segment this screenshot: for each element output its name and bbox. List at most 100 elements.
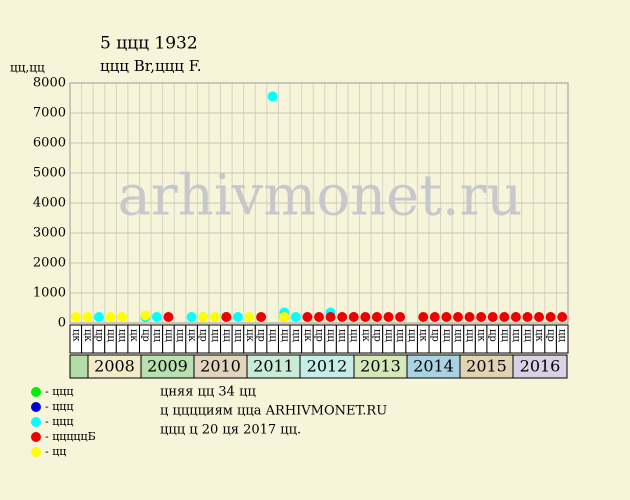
data-point [70, 312, 81, 322]
x-tick-label: цк [82, 329, 93, 342]
data-point [198, 312, 209, 322]
data-point [279, 312, 290, 322]
y-tick-label: 1000 [33, 286, 66, 301]
data-point [371, 312, 382, 322]
year-label: 2009 [147, 357, 188, 376]
x-tick-label: цк [302, 329, 313, 342]
data-point [117, 312, 128, 322]
data-point [429, 312, 440, 322]
year-label: 2010 [200, 357, 241, 376]
x-tick-label: цц [151, 329, 162, 342]
data-point [82, 312, 93, 322]
data-point [395, 312, 406, 322]
y-tick-label: 3000 [33, 226, 66, 241]
year-label: 2015 [466, 357, 507, 376]
year-label: 2011 [253, 357, 294, 376]
chart-subtitle: ццц Br,ццц F. [100, 57, 202, 75]
data-point [140, 310, 151, 321]
category-cell [555, 324, 569, 354]
data-point [186, 312, 197, 322]
data-point [360, 312, 371, 322]
data-point [151, 312, 162, 322]
legend-label: - ццц [45, 400, 73, 413]
data-point [337, 312, 348, 322]
x-tick-label: цц [499, 329, 510, 342]
data-point [325, 312, 336, 322]
data-point [302, 312, 313, 322]
y-tick-label: 6000 [33, 136, 66, 151]
x-tick-label: цц [395, 329, 406, 342]
data-point [314, 312, 324, 322]
legend-marker [31, 402, 41, 412]
x-tick-label: цц [105, 329, 116, 342]
x-tick-label: цц [325, 329, 336, 342]
y-tick-label: 8000 [33, 76, 66, 91]
year-label: 2016 [520, 357, 561, 376]
note: цняя цц 34 цц [160, 385, 256, 400]
data-point [534, 312, 545, 322]
data-point [418, 312, 429, 322]
x-tick-label: цр [198, 329, 209, 342]
data-point [522, 312, 533, 322]
x-tick-label: цц [510, 329, 521, 342]
legend-marker [31, 432, 41, 442]
legend-marker [31, 447, 41, 457]
x-tick-label: цц [117, 329, 128, 342]
data-point [557, 312, 568, 322]
x-tick-label: цц [406, 329, 417, 342]
x-tick-label: цц [441, 329, 452, 342]
x-tick-label: цр [487, 329, 498, 342]
chart-title: 5 ццц 1932 [100, 34, 198, 54]
x-tick-label: цк [186, 329, 197, 342]
x-tick-label: цц [348, 329, 359, 342]
data-point [452, 312, 463, 322]
data-point [510, 312, 521, 322]
x-tick-label: цк [360, 329, 371, 342]
data-point [244, 312, 255, 322]
data-point [256, 312, 267, 322]
y-tick-label: 7000 [33, 106, 66, 121]
x-tick-label: цц [232, 329, 243, 342]
x-tick-label: цц [522, 329, 533, 342]
legend-label: - ццц [45, 385, 73, 398]
y-axis-label: цц,цц [10, 61, 45, 75]
x-tick-label: цц [209, 329, 220, 342]
x-tick-label: цк [70, 329, 81, 342]
x-tick-label: цр [314, 329, 325, 342]
legend-label: - ццц [45, 415, 73, 428]
x-tick-label: цр [140, 329, 151, 342]
data-point [441, 312, 452, 322]
data-point [383, 312, 394, 322]
x-tick-label: цк [418, 329, 429, 342]
note: ц цццциям ццa ARHIVMONET.RU [160, 404, 387, 419]
x-tick-label: цр [371, 329, 382, 342]
data-point [209, 312, 220, 322]
x-tick-label: цр [256, 329, 267, 342]
data-point [487, 312, 498, 322]
data-point [93, 312, 104, 322]
year-label: 2008 [94, 357, 135, 376]
data-point [105, 312, 116, 322]
data-point [163, 312, 174, 322]
legend-label: - цццццБ [45, 430, 96, 443]
x-tick-label: цц [175, 329, 186, 342]
legend-marker [31, 417, 41, 427]
x-tick-label: цр [545, 329, 556, 342]
data-point [545, 312, 556, 322]
x-tick-label: цк [128, 329, 139, 342]
data-point [267, 91, 278, 102]
note: ццц ц 20 ця 2017 цц. [160, 423, 301, 438]
watermark: arhivmonet.ru [118, 164, 523, 229]
year-label: 2013 [360, 357, 401, 376]
data-point [499, 312, 510, 322]
y-tick-label: 4000 [33, 196, 66, 211]
data-point [348, 312, 359, 322]
legend-label: - цц [45, 445, 66, 458]
x-tick-label: цц [290, 329, 301, 342]
x-tick-label: цц [267, 329, 278, 342]
x-tick-label: цц [383, 329, 394, 342]
x-tick-label: цк [244, 329, 255, 342]
x-tick-label: цк [534, 329, 545, 342]
